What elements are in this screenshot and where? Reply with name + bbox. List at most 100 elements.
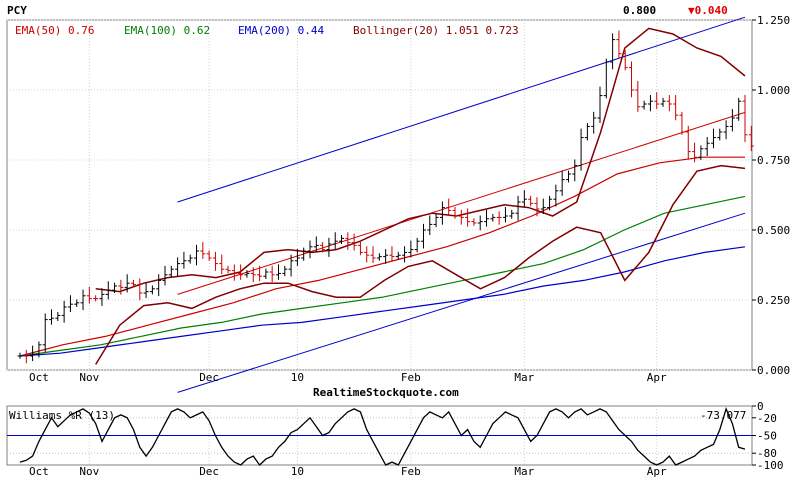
ohlc-bar <box>93 295 99 302</box>
ohlc-bar <box>736 97 742 121</box>
ohlc-bar <box>320 242 326 253</box>
series-line <box>19 246 746 357</box>
ohlc-bar <box>288 254 294 277</box>
ohlc-bar <box>181 251 187 269</box>
ohlc-bar <box>565 170 571 183</box>
ohlc-bar <box>130 279 136 288</box>
ohlc-bar <box>402 246 408 263</box>
trend-line <box>177 16 746 203</box>
series-line <box>95 27 746 293</box>
legend-ema200-value: 0.44 <box>298 24 325 37</box>
williams-time-tick-label: Oct <box>29 465 49 478</box>
ohlc-bar <box>458 209 464 225</box>
ohlc-bar <box>389 246 395 262</box>
ohlc-bar <box>629 61 635 98</box>
ohlc-bar <box>263 268 269 279</box>
williams-tick-label: -80 <box>757 447 777 460</box>
price-tick-label: 0.000 <box>757 364 790 377</box>
ohlc-bar <box>282 265 288 277</box>
ohlc-bar <box>17 352 23 359</box>
ohlc-bar <box>149 285 155 295</box>
legend-ema50-value: 0.76 <box>68 24 95 37</box>
ohlc-bar <box>616 30 622 59</box>
ohlc-bar <box>408 240 414 258</box>
ohlc-bar <box>294 249 300 266</box>
ohlc-bar <box>704 137 710 157</box>
price-tick-label: 1.250 <box>757 14 790 27</box>
ohlc-bar <box>427 215 433 236</box>
ohlc-bar <box>521 190 527 208</box>
ohlc-bar <box>30 345 36 362</box>
ohlc-bar <box>692 142 698 163</box>
time-tick-label: Oct <box>29 371 49 384</box>
ohlc-bar <box>250 267 256 283</box>
series-line <box>19 156 745 357</box>
ohlc-bar <box>496 211 502 225</box>
ohlc-bar <box>55 312 61 321</box>
ohlc-bar <box>206 250 212 261</box>
williams-tick-label: -50 <box>757 430 777 443</box>
ohlc-bar <box>200 242 206 259</box>
ohlc-bar <box>156 274 162 297</box>
ohlc-bar <box>553 184 559 207</box>
ohlc-bar <box>578 128 584 171</box>
ohlc-bar <box>420 223 426 249</box>
ohlc-bar <box>313 236 319 252</box>
ohlc-bar <box>257 265 263 282</box>
ohlc-bar <box>23 349 29 364</box>
ohlc-bar <box>99 288 105 306</box>
ohlc-bar <box>484 209 490 227</box>
ohlc-bar <box>269 265 275 283</box>
williams-time-tick-label: Dec <box>199 465 219 478</box>
williams-tick-label: -100 <box>757 459 784 472</box>
time-tick-label: Mar <box>514 371 534 384</box>
ohlc-bar <box>414 237 420 253</box>
ohlc-bar <box>238 264 244 280</box>
ohlc-bar <box>509 209 515 219</box>
time-tick-label: Feb <box>401 371 421 384</box>
ohlc-bar <box>212 251 218 271</box>
ohlc-bar <box>679 111 685 135</box>
ohlc-bar <box>118 279 124 295</box>
ohlc-bar <box>231 264 237 281</box>
ohlc-bar <box>105 281 111 300</box>
ohlc-bar <box>244 270 250 278</box>
ohlc-bar <box>610 33 616 70</box>
indicator-lines <box>19 27 746 365</box>
ohlc-bar <box>528 195 534 207</box>
ohlc-bar <box>647 95 653 112</box>
legend-ema200-name: EMA(200) <box>238 24 291 37</box>
ohlc-bar <box>187 254 193 264</box>
ohlc-bar <box>42 313 48 353</box>
ohlc-bar <box>275 264 281 280</box>
ohlc-bar <box>194 244 200 266</box>
ohlc-bar <box>175 257 181 277</box>
price-tick-label: 0.750 <box>757 154 790 167</box>
legend-ema50: EMA(50) 0.76 <box>15 24 94 37</box>
legend-bollinger-name: Bollinger(20) <box>353 24 439 37</box>
ohlc-bars <box>17 30 754 364</box>
williams-time-tick-label: 10 <box>291 465 304 478</box>
ohlc-bar <box>137 278 143 301</box>
ohlc-bar <box>162 265 168 286</box>
ohlc-bar <box>591 111 597 134</box>
ohlc-bar <box>717 128 723 141</box>
ohlc-bar <box>723 120 729 140</box>
ohlc-bar <box>80 289 86 311</box>
ohlc-bar <box>559 170 565 196</box>
legend-bollinger-value: 1.051 0.723 <box>446 24 519 37</box>
trend-lines <box>177 16 746 393</box>
ohlc-bar <box>395 251 401 260</box>
time-tick-label: Dec <box>199 371 219 384</box>
ohlc-bar <box>74 299 80 307</box>
williams-time-tick-label: Feb <box>401 465 421 478</box>
ohlc-bar <box>742 95 748 143</box>
ohlc-bar <box>225 265 231 274</box>
ohlc-bar <box>326 237 332 257</box>
price-tick-label: 1.000 <box>757 84 790 97</box>
ohlc-bar <box>666 95 672 112</box>
ohlc-bar <box>351 233 357 251</box>
ohlc-bar <box>654 92 660 110</box>
